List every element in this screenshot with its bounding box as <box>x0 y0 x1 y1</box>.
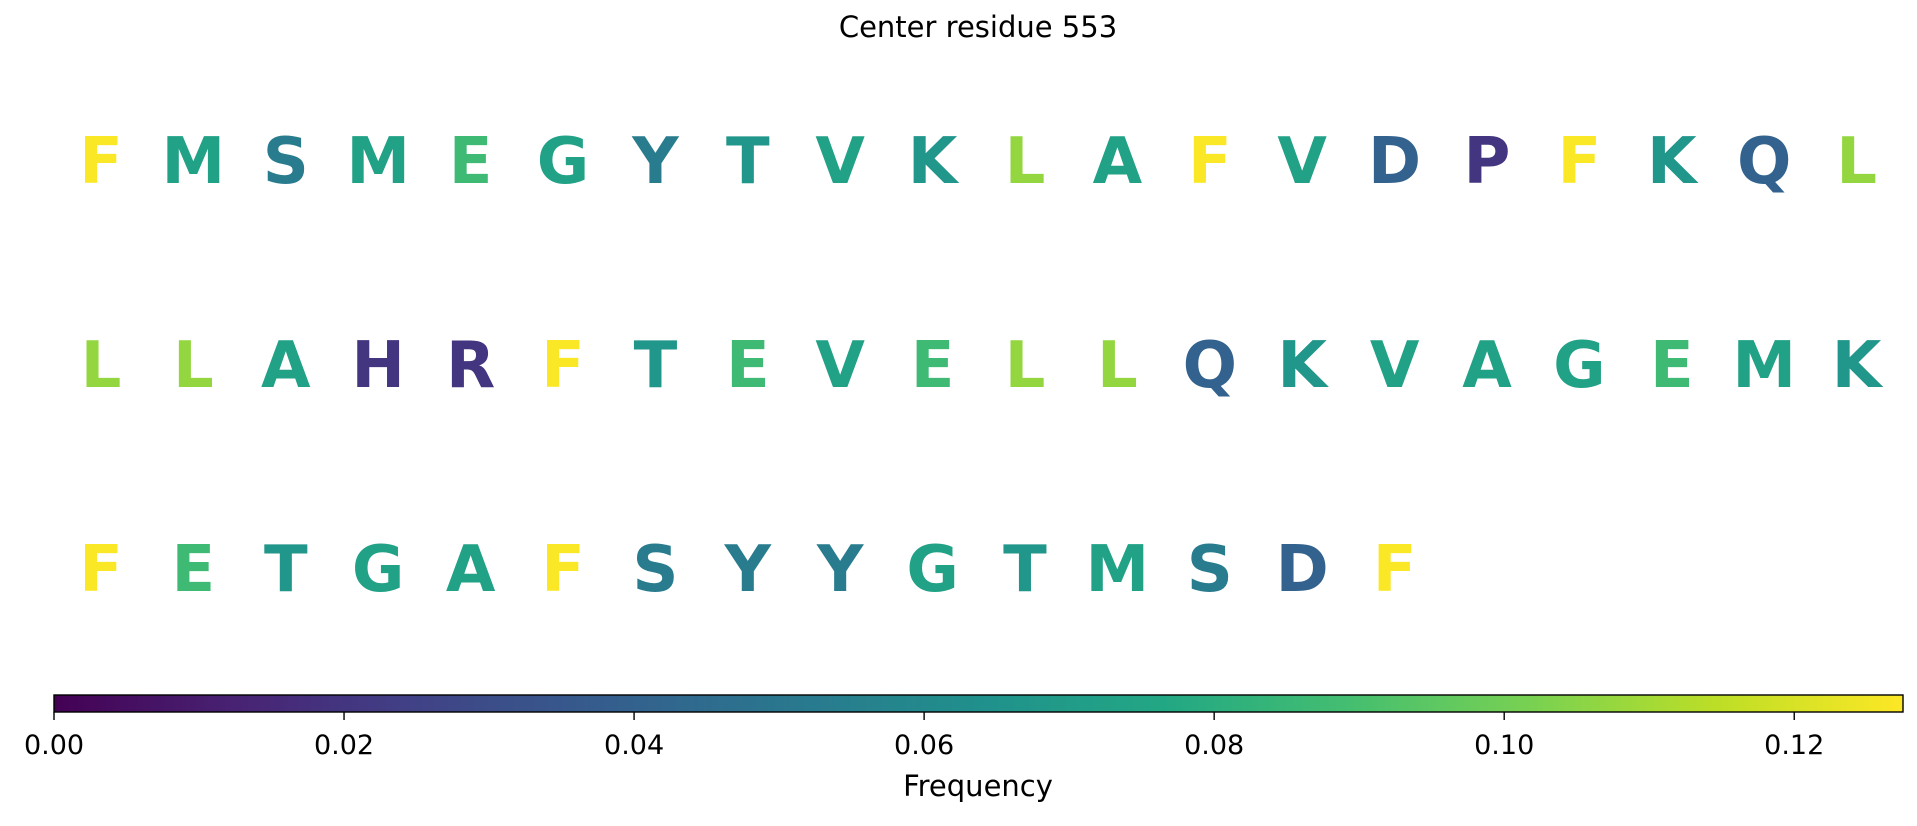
residue-letter: T <box>1003 533 1047 607</box>
residue-letter: T <box>634 329 678 403</box>
residue-letter: M <box>346 125 410 199</box>
residue-letter: S <box>1187 533 1233 607</box>
residue-letter: G <box>352 533 405 607</box>
chart-title: Center residue 553 <box>839 10 1117 44</box>
residue-letter: Y <box>724 533 772 607</box>
residue-letter: L <box>1836 125 1877 199</box>
residue-letter: F <box>541 329 585 403</box>
colorbar-tick-label: 0.04 <box>604 730 664 761</box>
residue-letter: E <box>172 533 216 607</box>
residue-letter: L <box>1005 329 1046 403</box>
residue-letter: Q <box>1737 125 1791 199</box>
residue-letter: L <box>173 329 214 403</box>
residue-letter: S <box>263 125 309 199</box>
residue-letter: G <box>906 533 959 607</box>
colorbar-tick-label: 0.06 <box>894 730 954 761</box>
residue-letter: V <box>1277 125 1327 199</box>
residue-letter: F <box>1558 125 1602 199</box>
colorbar-tick-label: 0.08 <box>1184 730 1244 761</box>
residue-letter: V <box>815 125 865 199</box>
residue-letter: K <box>1277 329 1329 403</box>
residue-letter: A <box>1462 329 1512 403</box>
residue-letter: S <box>632 533 678 607</box>
residue-letter: T <box>726 125 770 199</box>
sequence-letters: F M S M E G Y T V K L A F V D P F K Q LL L A H R F T E V E L L Q K V A G E M K… <box>79 125 1884 607</box>
residue-letter: A <box>1093 125 1143 199</box>
residue-letter: E <box>1650 329 1694 403</box>
colorbar-tick-label: 0.10 <box>1474 730 1534 761</box>
colorbar-gradient <box>54 695 1903 712</box>
colorbar-ticks: 0.00 0.02 0.04 0.06 0.08 0.10 0.12 <box>24 712 1824 761</box>
residue-letter: L <box>81 329 122 403</box>
residue-letter: D <box>1276 533 1329 607</box>
residue-letter: F <box>79 125 123 199</box>
residue-letter: H <box>351 329 405 403</box>
residue-letter: M <box>1086 533 1150 607</box>
residue-letter: F <box>79 533 123 607</box>
residue-letter: M <box>1732 329 1796 403</box>
colorbar-tick-label: 0.02 <box>314 730 374 761</box>
residue-letter: L <box>1005 125 1046 199</box>
colorbar-tick-label: 0.12 <box>1764 730 1824 761</box>
residue-letter: G <box>537 125 590 199</box>
residue-letter: K <box>1832 329 1884 403</box>
residue-letter: E <box>449 125 493 199</box>
residue-letter: D <box>1368 125 1421 199</box>
residue-letter: L <box>1097 329 1138 403</box>
residue-letter: Q <box>1183 329 1237 403</box>
residue-letter: F <box>1188 125 1232 199</box>
residue-letter: V <box>1370 329 1420 403</box>
residue-letter: Y <box>631 125 679 199</box>
colorbar-tick-label: 0.00 <box>24 730 84 761</box>
residue-letter: G <box>1553 329 1606 403</box>
residue-letter: R <box>446 329 495 403</box>
residue-letter: K <box>908 125 960 199</box>
residue-letter: F <box>541 533 585 607</box>
colorbar: 0.00 0.02 0.04 0.06 0.08 0.10 0.12 Frequency <box>24 694 1904 803</box>
residue-letter: A <box>261 329 311 403</box>
residue-letter: Y <box>816 533 864 607</box>
residue-letter: M <box>162 125 226 199</box>
residue-letter: A <box>446 533 496 607</box>
residue-letter: T <box>264 533 308 607</box>
residue-letter: E <box>726 329 770 403</box>
residue-letter: V <box>815 329 865 403</box>
colorbar-outline <box>53 694 1904 713</box>
colorbar-label: Frequency <box>903 769 1053 803</box>
residue-letter: F <box>1373 533 1417 607</box>
residue-letter: P <box>1464 125 1511 199</box>
residue-letter: K <box>1647 125 1699 199</box>
residue-letter: E <box>911 329 955 403</box>
